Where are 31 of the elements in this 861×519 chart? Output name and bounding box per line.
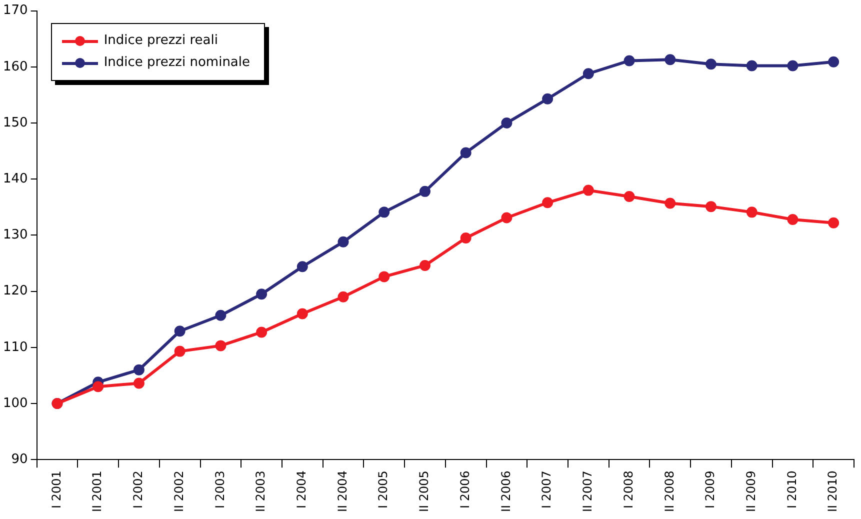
x-tick-label: II 2001 — [90, 470, 104, 512]
x-tick-label: I 2002 — [131, 470, 146, 508]
x-tick-label: II 2002 — [172, 470, 186, 512]
legend-label: Indice prezzi nominale — [104, 55, 250, 70]
y-tick-label: 100 — [2, 396, 28, 411]
x-tick-label: I 2004 — [294, 470, 309, 508]
x-tick-label: I 2006 — [458, 470, 472, 508]
x-tick-label: I 2003 — [212, 470, 227, 508]
x-tick-label: II 2006 — [498, 470, 513, 512]
x-tick-label: II 2009 — [744, 470, 758, 512]
y-tick-label: 110 — [2, 340, 28, 355]
y-tick-label: 90 — [11, 452, 28, 467]
x-tick-label: II 2003 — [254, 470, 268, 512]
x-tick-label: I 2009 — [703, 470, 718, 508]
y-tick-label: 130 — [2, 228, 28, 243]
y-tick-label: 160 — [2, 59, 28, 74]
x-tick-label: II 2005 — [417, 470, 432, 512]
x-tick-label: I 2001 — [49, 470, 64, 508]
x-tick-label: II 2008 — [662, 470, 676, 512]
y-tick-label: 120 — [2, 284, 28, 299]
y-tick-label: 170 — [2, 3, 28, 18]
x-tick-label: II 2010 — [826, 470, 840, 512]
x-tick-label: I 2005 — [376, 470, 390, 508]
y-tick-label: 150 — [2, 115, 28, 130]
y-tick-label: 140 — [2, 171, 28, 186]
legend-label: Indice prezzi reali — [104, 33, 218, 48]
x-tick-label: I 2008 — [621, 470, 636, 508]
x-tick-label: II 2007 — [580, 470, 595, 512]
x-tick-label: I 2010 — [784, 470, 799, 508]
x-tick-label: II 2004 — [335, 470, 350, 512]
x-tick-label: I 2007 — [540, 470, 554, 508]
